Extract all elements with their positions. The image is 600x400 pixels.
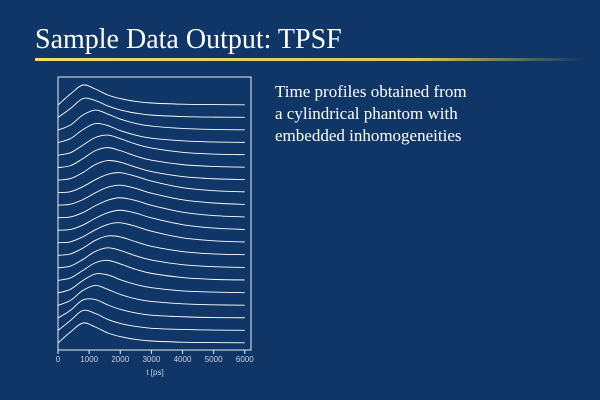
title-rule: [35, 58, 585, 61]
trace: [57, 184, 245, 206]
trace: [57, 209, 245, 231]
x-tick-label: 2000: [111, 355, 129, 364]
trace: [57, 109, 245, 131]
x-tick-label: 3000: [142, 355, 160, 364]
trace: [57, 172, 245, 194]
body-text: a cylindrical phantom with: [275, 104, 458, 123]
trace: [57, 84, 245, 106]
x-tick-label: 6000: [236, 355, 254, 364]
trace: [57, 273, 245, 294]
trace: [57, 309, 245, 331]
body-text: Time profiles obtained from: [275, 82, 467, 101]
trace: [57, 97, 245, 118]
trace: [57, 197, 245, 219]
trace: [57, 322, 245, 344]
trace: [57, 222, 245, 244]
x-axis-label: t [ps]: [146, 368, 163, 377]
trace: [57, 122, 245, 144]
x-tick-label: 1000: [80, 355, 98, 364]
x-tick-label: 0: [56, 355, 61, 364]
trace: [57, 235, 245, 256]
x-tick-label: 5000: [205, 355, 223, 364]
slide-title: Sample Data Output: TPSF: [35, 24, 342, 55]
trace: [57, 284, 245, 306]
plot-frame: [57, 76, 252, 351]
x-tick-label: 4000: [174, 355, 192, 364]
trace: [57, 259, 245, 281]
trace: [57, 298, 245, 319]
trace: [57, 134, 245, 156]
trace: [57, 160, 245, 181]
trace: [57, 247, 245, 269]
trace: [57, 147, 245, 169]
body-text: embedded inhomogeneities: [275, 126, 461, 145]
